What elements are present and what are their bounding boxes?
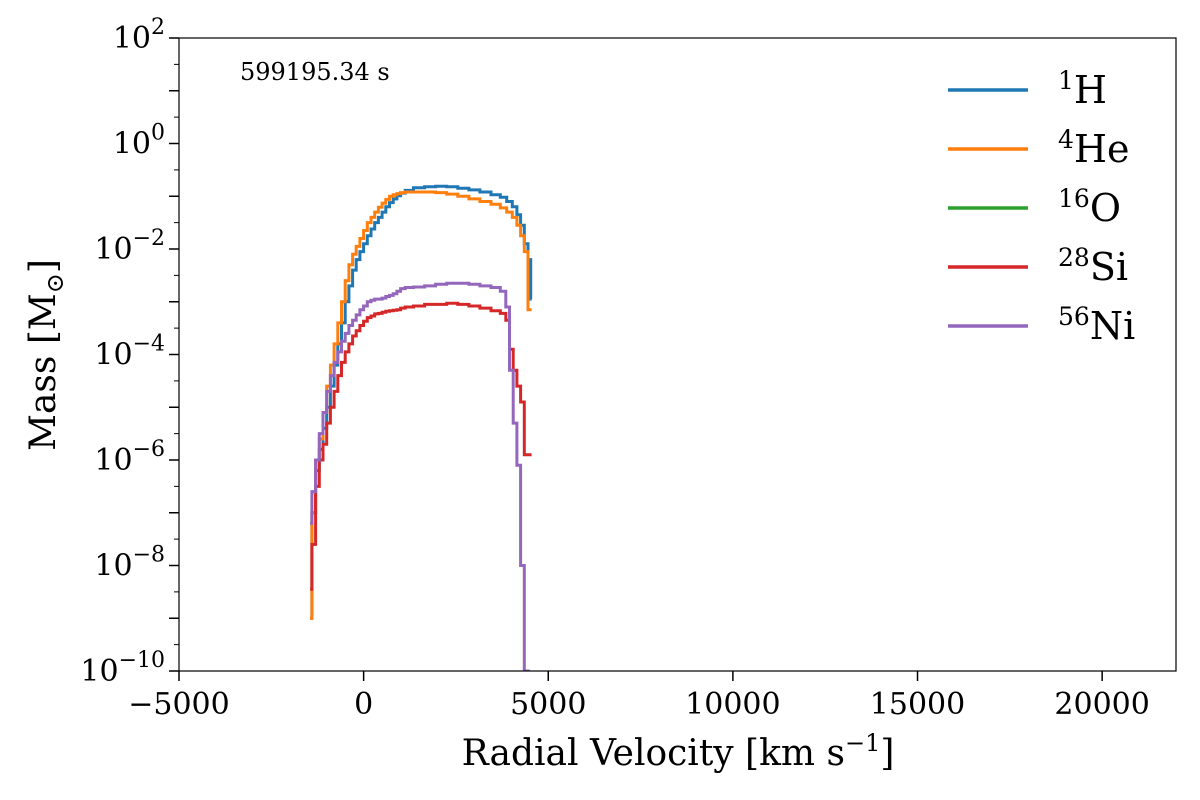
y-tick-label: 10−2 (94, 226, 165, 267)
series-line-56Ni (310, 281, 530, 671)
series-layer (310, 184, 533, 671)
x-axis-label: Radial Velocity [km s−1] (462, 729, 895, 774)
x-tick-label: 10000 (685, 687, 780, 722)
legend-label-1H: 1H (1058, 66, 1107, 112)
legend-label-56Ni: 56Ni (1058, 302, 1135, 348)
legend-label-4He: 4He (1058, 125, 1130, 171)
x-tick-label: 5000 (510, 687, 586, 722)
y-axis-ticks: 102 100 10−2 10−4 10−6 10−8 10−10 (80, 15, 179, 689)
y-tick-label: 10−6 (94, 437, 165, 478)
y-tick-label: 100 (113, 121, 165, 162)
legend-label-28Si: 28Si (1058, 243, 1128, 289)
y-axis-label: Mass [M⊙] (23, 259, 69, 451)
y-tick-label: 10−10 (80, 648, 165, 689)
x-tick-label: 0 (354, 687, 373, 722)
series-line-4He (310, 190, 532, 620)
x-axis-ticks: −5000 0 5000 10000 15000 20000 (128, 671, 1150, 722)
y-tick-label: 102 (113, 15, 165, 56)
x-tick-label: 20000 (1054, 687, 1149, 722)
x-tick-label: 15000 (870, 687, 965, 722)
x-tick-label: −5000 (128, 687, 229, 722)
time-annotation: 599195.34 s (240, 58, 390, 86)
legend: 1H 4He 16O 28Si 56Ni (948, 66, 1135, 348)
y-tick-label: 10−8 (94, 543, 165, 584)
legend-label-16O: 16O (1058, 184, 1121, 230)
series-line-28Si (310, 301, 532, 591)
y-tick-label: 10−4 (94, 332, 165, 373)
